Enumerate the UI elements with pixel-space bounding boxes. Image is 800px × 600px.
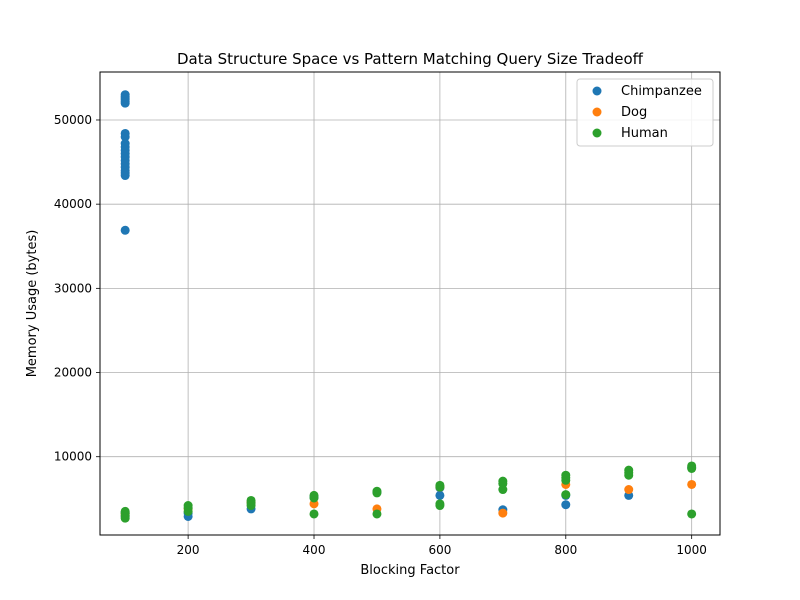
data-point-human [120,513,130,523]
series-human [120,461,697,523]
data-point-human [561,475,571,485]
x-tick-label: 1000 [676,543,707,557]
data-point-human [309,509,319,519]
data-point-human [183,506,193,516]
x-tick-label: 800 [554,543,577,557]
data-point-human [435,482,445,492]
x-tick-label: 200 [177,543,200,557]
data-point-chimpanzee [120,98,130,108]
x-tick-label: 400 [303,543,326,557]
legend-label: Dog [621,105,647,120]
y-axis-ticks: 10000 20000 30000 40000 50000 [54,113,100,464]
data-point-human [309,493,319,503]
data-point-dog [687,479,697,489]
legend-item-human: Human [592,126,668,141]
legend-item-chimpanzee: Chimpanzee [592,84,702,99]
chart-title: Data Structure Space vs Pattern Matching… [177,50,644,68]
data-point-human [687,509,697,519]
data-points [120,90,697,523]
legend-label: Human [621,126,668,141]
data-point-dog [624,485,634,495]
x-axis-label: Blocking Factor [360,563,460,578]
data-point-human [498,485,508,495]
legend-marker-human [592,128,602,138]
data-point-chimpanzee [120,225,130,235]
data-point-human [372,488,382,498]
data-point-human [435,501,445,511]
data-point-chimpanzee [120,171,130,181]
legend-marker-dog [592,107,602,117]
data-point-human [246,501,256,511]
y-tick-label: 20000 [54,366,92,380]
y-axis-label: Memory Usage (bytes) [25,230,40,378]
x-axis-ticks: 200 400 600 800 1000 [177,535,707,557]
data-point-chimpanzee [435,490,445,500]
y-tick-label: 10000 [54,450,92,464]
data-point-dog [498,508,508,518]
legend: Chimpanzee Dog Human [576,78,714,147]
data-point-human [687,463,697,473]
y-tick-label: 30000 [54,281,92,295]
data-point-chimpanzee [120,132,130,142]
legend-box [576,78,714,147]
data-point-human [624,470,634,480]
y-tick-label: 40000 [54,197,92,211]
data-point-human [372,509,382,519]
plot-frame [99,71,721,536]
data-point-human [561,490,571,500]
x-tick-label: 600 [428,543,451,557]
legend-item-dog: Dog [592,105,647,120]
legend-label: Chimpanzee [621,84,702,99]
legend-marker-chimpanzee [592,86,602,96]
y-tick-label: 50000 [54,113,92,127]
data-point-chimpanzee [561,500,571,510]
